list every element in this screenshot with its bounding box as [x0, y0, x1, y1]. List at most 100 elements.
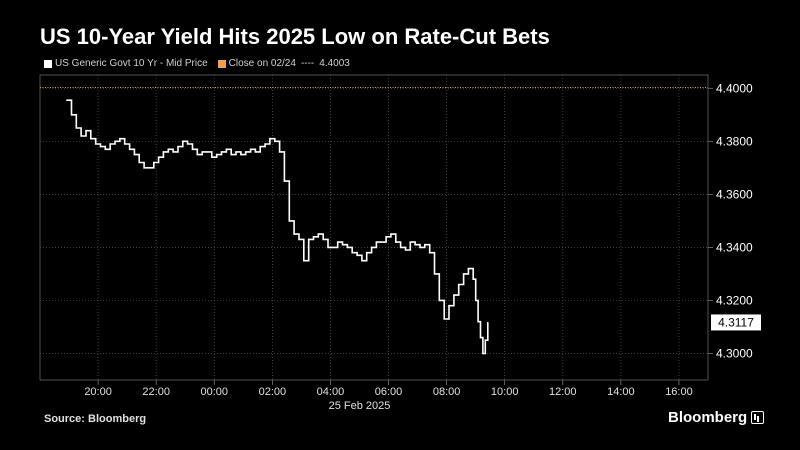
x-tick-label: 06:00 — [375, 386, 403, 398]
data-point — [254, 151, 257, 153]
data-point — [361, 260, 363, 262]
data-point — [211, 156, 213, 158]
x-tick-label: 08:00 — [433, 386, 461, 398]
data-point — [429, 252, 431, 254]
data-point — [433, 273, 436, 275]
data-point — [327, 246, 329, 248]
data-point — [133, 153, 135, 156]
data-point — [148, 167, 150, 169]
data-point — [75, 127, 77, 129]
y-tick-label: 4.3000 — [716, 346, 753, 360]
y-tick-label: 4.3200 — [716, 293, 753, 307]
series-line — [66, 99, 489, 355]
data-point — [467, 268, 469, 270]
data-point — [85, 130, 87, 132]
data-point — [249, 148, 252, 150]
data-point — [182, 140, 184, 142]
x-tick-label: 02:00 — [259, 386, 287, 398]
data-point — [404, 249, 407, 251]
data-point — [484, 339, 486, 341]
data-point — [288, 220, 290, 222]
data-point — [187, 143, 189, 145]
data-point — [177, 146, 179, 148]
series-swatch — [44, 59, 52, 68]
data-point — [172, 151, 174, 153]
data-point — [225, 148, 227, 150]
data-point — [458, 283, 460, 286]
chart-title: US 10-Year Yield Hits 2025 Low on Rate-C… — [40, 24, 550, 49]
data-point — [312, 236, 315, 238]
data-point — [138, 161, 140, 164]
x-tick-label: 12:00 — [549, 386, 577, 398]
data-point — [153, 161, 155, 164]
x-tick-label: 04:00 — [317, 386, 345, 398]
legend-series-label: US Generic Govt 10 Yr - Mid Price — [55, 58, 208, 69]
data-point — [259, 146, 261, 148]
data-point — [143, 167, 145, 169]
data-point — [419, 246, 421, 248]
data-point — [479, 336, 482, 339]
data-point — [477, 321, 479, 323]
data-point — [293, 233, 295, 235]
bloomberg-icon — [751, 411, 765, 424]
data-point — [196, 153, 198, 156]
data-point — [424, 244, 426, 246]
data-point — [124, 143, 126, 145]
data-point — [475, 299, 477, 302]
data-point — [448, 305, 450, 307]
last-value-box — [711, 314, 761, 331]
data-point — [104, 148, 106, 150]
data-point — [341, 244, 344, 246]
data-point — [66, 99, 68, 101]
data-point — [245, 151, 247, 153]
data-point — [191, 148, 194, 150]
data-point — [235, 151, 237, 153]
data-point — [453, 294, 455, 296]
data-point — [119, 138, 121, 140]
x-tick-label: 20:00 — [84, 386, 112, 398]
y-tick-label: 4.3400 — [716, 240, 753, 254]
legend-close-value: 4.4003 — [319, 58, 350, 69]
data-point — [95, 143, 97, 145]
data-point — [380, 241, 382, 243]
x-tick-label: 14:00 — [607, 386, 635, 398]
data-point — [298, 238, 300, 241]
data-point — [206, 151, 208, 153]
data-point — [482, 352, 484, 355]
data-point — [414, 244, 416, 246]
data-point — [472, 278, 474, 280]
data-point — [269, 138, 271, 140]
data-point — [351, 252, 353, 254]
data-point — [303, 260, 305, 262]
close-swatch — [217, 59, 226, 68]
brand-name: Bloomberg — [668, 409, 748, 426]
y-tick-label: 4.4000 — [716, 81, 753, 95]
y-tick-label: 4.3600 — [716, 187, 753, 201]
data-point — [201, 151, 203, 153]
data-point — [346, 246, 348, 248]
legend-close-dashes: ---- — [300, 58, 315, 69]
data-point — [216, 153, 218, 156]
data-point — [167, 148, 169, 150]
data-point — [462, 273, 465, 275]
data-point — [109, 143, 111, 145]
data-point — [395, 241, 397, 243]
data-point — [356, 254, 358, 256]
last-value-label: 4.3117 — [718, 315, 754, 329]
data-point — [70, 114, 73, 116]
data-point — [80, 135, 82, 137]
data-point — [157, 156, 160, 158]
data-point — [274, 140, 276, 142]
data-point — [264, 143, 266, 145]
legend-close-label: Close on 02/24 — [228, 58, 296, 69]
data-point — [390, 233, 392, 235]
y-tick-label: 4.3800 — [716, 134, 753, 148]
chart-legend: US Generic Govt 10 Yr - Mid Price Close … — [44, 58, 350, 69]
x-tick-label: 16:00 — [665, 386, 693, 398]
data-point — [370, 246, 373, 248]
data-point — [99, 146, 102, 148]
data-point — [220, 151, 223, 153]
data-point — [114, 140, 116, 142]
data-point — [279, 151, 281, 153]
